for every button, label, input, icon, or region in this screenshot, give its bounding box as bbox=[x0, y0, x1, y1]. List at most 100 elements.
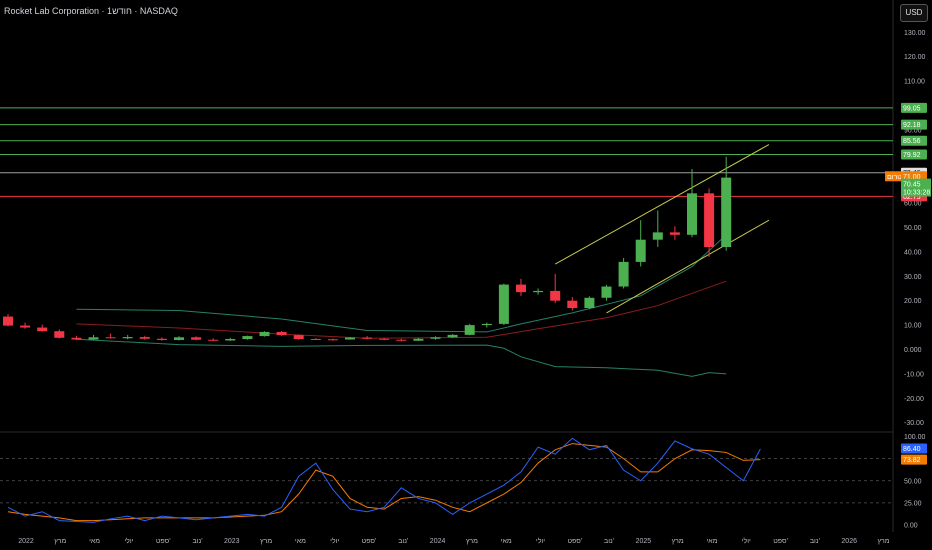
candle-body bbox=[225, 339, 236, 341]
candle-body bbox=[71, 337, 82, 340]
candle-body bbox=[447, 334, 458, 338]
candle-body bbox=[567, 300, 578, 309]
price-tick-label: 30.00 bbox=[904, 274, 922, 281]
candle[interactable] bbox=[293, 334, 304, 340]
candle[interactable] bbox=[721, 156, 732, 251]
candle-body bbox=[498, 284, 509, 324]
candle[interactable] bbox=[550, 273, 561, 304]
osc-tick-label: 50.00 bbox=[904, 478, 922, 485]
candle-body bbox=[652, 232, 663, 240]
candle-body bbox=[550, 290, 561, 301]
candle-body bbox=[276, 331, 287, 336]
time-tick-label: 2025 bbox=[636, 538, 652, 545]
candle[interactable] bbox=[327, 338, 338, 341]
candle[interactable] bbox=[20, 322, 31, 329]
candle-body bbox=[345, 337, 355, 340]
candle-body bbox=[105, 337, 116, 339]
candle[interactable] bbox=[567, 297, 578, 311]
price-tick-label: 10.00 bbox=[904, 323, 922, 330]
candle[interactable] bbox=[464, 323, 475, 336]
time-tick-label: ספט' bbox=[362, 538, 377, 545]
candle[interactable] bbox=[310, 338, 321, 341]
candle[interactable] bbox=[259, 331, 270, 337]
candle-body bbox=[174, 337, 184, 340]
level-tag-bg bbox=[901, 149, 927, 160]
candle[interactable] bbox=[447, 334, 458, 339]
time-tick-label: נוב' bbox=[810, 538, 820, 545]
time-tick-label: מרץ bbox=[466, 538, 478, 545]
candle-body bbox=[37, 327, 48, 332]
candle-body bbox=[122, 337, 133, 339]
candle-body bbox=[721, 177, 732, 248]
level-tag-bg bbox=[901, 102, 927, 113]
candle[interactable] bbox=[516, 278, 526, 296]
candle[interactable] bbox=[704, 188, 715, 257]
candle[interactable] bbox=[618, 258, 629, 289]
pre-market-label-bg bbox=[885, 171, 901, 182]
last-price-value: 70.45 bbox=[903, 182, 921, 189]
candle[interactable] bbox=[362, 336, 373, 340]
time-tick-label: ספט' bbox=[567, 538, 582, 545]
candle[interactable] bbox=[225, 337, 236, 341]
candle[interactable] bbox=[122, 334, 133, 340]
candle[interactable] bbox=[191, 336, 202, 341]
level-tag: 79.92 bbox=[901, 149, 927, 160]
bollinger-bands bbox=[76, 234, 727, 377]
candle[interactable] bbox=[601, 284, 612, 301]
currency-button[interactable]: USD bbox=[900, 4, 928, 22]
price-tick-label: -10.00 bbox=[904, 371, 924, 378]
level-tag-text: 85.56 bbox=[903, 138, 921, 145]
candle[interactable] bbox=[345, 337, 355, 340]
candle[interactable] bbox=[652, 210, 663, 248]
candle-body bbox=[413, 338, 424, 341]
candle[interactable] bbox=[174, 336, 184, 341]
candle[interactable] bbox=[481, 322, 492, 328]
time-tick-label: מרץ bbox=[54, 538, 66, 545]
symbol-title[interactable]: Rocket Lab Corporation · 1חודש · NASDAQ bbox=[4, 6, 178, 16]
candle[interactable] bbox=[3, 314, 13, 327]
candle[interactable] bbox=[54, 329, 65, 339]
candle[interactable] bbox=[37, 324, 48, 332]
candle-body bbox=[635, 239, 646, 262]
candle-body bbox=[516, 284, 526, 293]
time-tick-label: נוב' bbox=[604, 538, 614, 545]
candle[interactable] bbox=[156, 337, 167, 341]
candle[interactable] bbox=[242, 335, 253, 340]
time-tick-label: 2026 bbox=[841, 538, 857, 545]
time-tick-label: נוב' bbox=[192, 538, 202, 545]
candle[interactable] bbox=[669, 226, 680, 240]
pre-market-label: טרום bbox=[887, 174, 902, 181]
candle[interactable] bbox=[208, 338, 219, 341]
candle[interactable] bbox=[379, 338, 390, 341]
candle[interactable] bbox=[430, 336, 441, 340]
osc-d-tag: 73.82 bbox=[901, 454, 927, 465]
candle[interactable] bbox=[71, 335, 82, 341]
candle[interactable] bbox=[88, 334, 99, 340]
candle[interactable] bbox=[584, 296, 595, 310]
price-tick-label: 20.00 bbox=[904, 298, 922, 305]
candle[interactable] bbox=[139, 335, 150, 340]
pre-market-tag-text: 71.00 bbox=[903, 174, 921, 181]
bollinger-upper bbox=[76, 234, 727, 333]
oscillator-d-line bbox=[7, 443, 761, 522]
candle[interactable] bbox=[687, 168, 697, 238]
candle[interactable] bbox=[413, 337, 424, 341]
candle[interactable] bbox=[533, 288, 544, 295]
price-tags: 99.0592.1885.5679.9272.4662.75טרום71.007… bbox=[885, 102, 931, 465]
time-tick-label: 2023 bbox=[224, 538, 240, 545]
candle[interactable] bbox=[276, 330, 287, 336]
candle[interactable] bbox=[396, 338, 407, 342]
time-tick-label: מאי bbox=[89, 538, 100, 545]
channel-lower-line bbox=[606, 219, 770, 314]
countdown-timer: 10:33:28 bbox=[903, 190, 930, 197]
time-tick-label: יולי bbox=[330, 537, 339, 545]
candle-body bbox=[362, 337, 373, 339]
candle[interactable] bbox=[498, 283, 509, 326]
candle-body bbox=[3, 316, 13, 326]
trend-channel bbox=[554, 144, 770, 314]
price-tick-label: 90.00 bbox=[904, 127, 922, 134]
candle[interactable] bbox=[635, 220, 646, 267]
candle[interactable] bbox=[105, 333, 116, 339]
level-tag-text: 62.75 bbox=[903, 194, 921, 201]
